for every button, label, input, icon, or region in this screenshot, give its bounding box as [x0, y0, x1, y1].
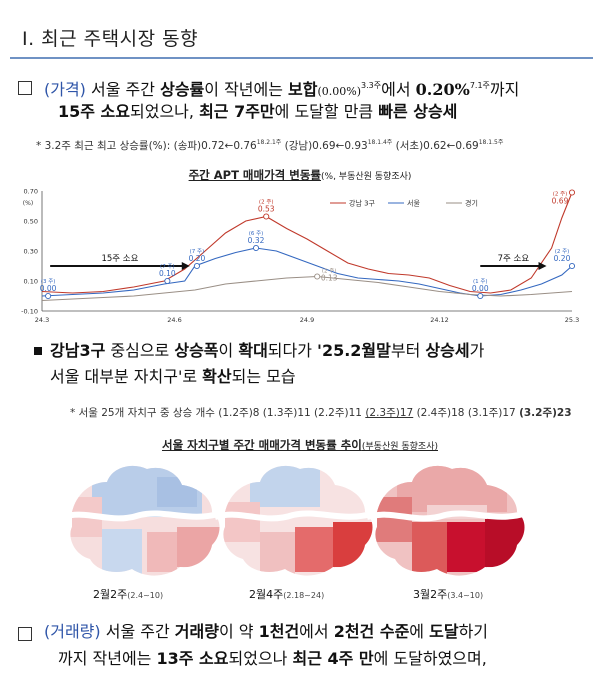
annotation-week: (2 주) [322, 268, 337, 275]
annotation-week: (6 주) [249, 230, 264, 237]
y-tick-label: 0.70 [24, 188, 38, 196]
map-feb-week2 [70, 465, 220, 576]
annotation-value: 0.69 [552, 197, 569, 206]
checkbox-bullet-icon [18, 627, 32, 641]
annotation-marker [193, 262, 200, 270]
map-caption-2: 2월4주(2.18~24) [249, 588, 325, 601]
annotation-week: (2 주) [259, 199, 274, 206]
chart-title: 주간 APT 매매가격 변동률(%, 부동산원 동향조사) [188, 168, 412, 182]
annotation-marker [252, 244, 260, 252]
annotation-value: 0.13 [321, 274, 338, 283]
annotation-marker [263, 213, 270, 220]
title-divider [10, 57, 593, 59]
annotation-week: (3 주) [41, 278, 56, 285]
annotation-value: 0.10 [159, 269, 176, 278]
x-tick-label: 24.9 [300, 316, 314, 324]
section-title: Ⅰ. 최근 주택시장 동향 [22, 28, 199, 50]
spread-paragraph-line2: 서울 대부분 자치구'로 확산되는 모습 [50, 367, 296, 386]
annotation-value: 0.00 [40, 284, 57, 293]
volume-paragraph-line2: 까지 작년에는 13주 소요되었으나 최근 4주 만에 도달하였으며, [58, 649, 487, 668]
annotation-marker [314, 273, 321, 280]
x-tick-label: 24.3 [35, 316, 49, 324]
annotation-marker [45, 292, 52, 300]
series-line-강남 3구 [41, 192, 573, 294]
han-river-1 [61, 510, 223, 522]
volume-paragraph-line1: (거래량) 서울 주간 거래량이 약 1천건에서 2천건 수준에 도달하기 [44, 622, 489, 641]
legend-label: 경기 [465, 199, 478, 208]
legend-label: 서울 [407, 199, 420, 208]
y-unit-label: (%) [23, 200, 33, 207]
annotation-value: 0.20 [554, 254, 571, 263]
y-tick-label: 0.30 [24, 248, 38, 256]
legend-label: 강남 3구 [349, 199, 376, 208]
annotation-marker [164, 277, 171, 285]
y-tick-label: 0.50 [24, 218, 38, 226]
annotation-marker [568, 189, 576, 196]
weekly-price-change-chart: 0.70 0.50 0.30 0.10 -0.10 (%) 24.3 24.6 24.9 24.1… [21, 188, 579, 325]
maps-title: 서울 자치구별 주간 매매가격 변동률 추이(부동산원 동향조사) [161, 438, 438, 452]
annotation-week: (7 주) [160, 263, 175, 270]
price-tag: (가격) [44, 80, 86, 99]
checkbox-bullet-icon [18, 81, 32, 95]
spread-paragraph-line1: 강남3구 중심으로 상승폭이 확대되다가 '25.2월말부터 상승세가 [50, 341, 485, 360]
square-bullet-icon [34, 347, 42, 355]
arrow-15-weeks-head [181, 262, 190, 270]
annotation-week: (2 주) [555, 248, 570, 255]
annotation-week: (2 주) [553, 191, 568, 198]
y-tick-label: 0.10 [24, 278, 38, 286]
annotation-value: 0.53 [258, 205, 275, 214]
arrow-15-weeks-label: 15주 소요 [101, 254, 138, 264]
map-caption-3: 3월2주(3.4~10) [413, 588, 484, 601]
han-river-2 [214, 510, 376, 522]
annotation-week: (7 주) [190, 248, 205, 255]
map-caption-1: 2월2주(2.4~10) [93, 588, 164, 601]
annotation-value: 0.32 [248, 236, 265, 245]
annotation-week: (1 주) [473, 278, 488, 285]
arrow-7-weeks-head [538, 262, 547, 270]
arrow-7-weeks-label: 7주 소요 [498, 254, 530, 264]
peak-rate-note: * 3.2주 최근 최고 상승률(%): (송파)0.72←0.7618.2.1… [36, 139, 504, 152]
annotation-marker [568, 262, 576, 270]
volume-tag: (거래량) [44, 622, 101, 641]
price-paragraph-line1: (가격) 서울 주간 상승률이 작년에는 보합(0.00%)3.3주에서 0.2… [44, 80, 520, 99]
x-tick-label: 24.6 [167, 316, 181, 324]
x-tick-label: 25.3 [565, 316, 579, 324]
y-tick-label: -0.10 [21, 308, 38, 316]
annotation-value: 0.00 [472, 284, 489, 293]
annotation-marker [477, 292, 484, 300]
district-count-note: * 서울 25개 자치구 중 상승 개수 (1.2주)8 (1.3주)11 (2… [70, 407, 572, 419]
price-paragraph-line2: 15주 소요되었으나, 최근 7주만에 도달할 만큼 빠른 상승세 [58, 102, 458, 121]
annotation-value: 0.20 [189, 254, 206, 263]
x-tick-label: 24.12 [430, 316, 449, 324]
han-river-3 [366, 510, 528, 522]
district-maps [61, 465, 528, 576]
